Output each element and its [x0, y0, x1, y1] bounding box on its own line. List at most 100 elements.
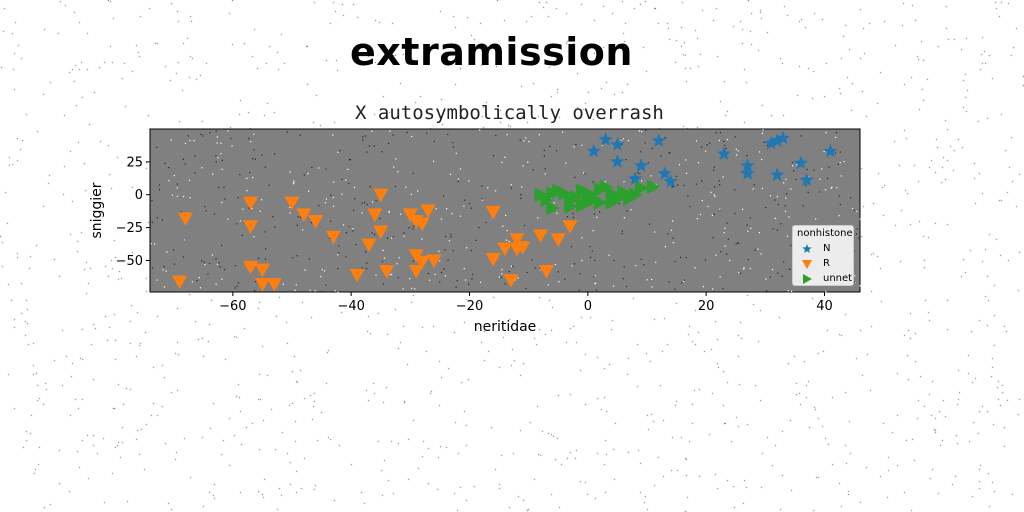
plot-noise-dot — [687, 195, 689, 197]
plot-noise-dot — [683, 279, 686, 281]
plot-noise-dot — [761, 158, 763, 161]
x-axis-label: neritidae — [474, 319, 537, 335]
plot-noise-dot — [447, 133, 449, 136]
plot-noise-dot — [815, 218, 817, 220]
data-point — [562, 220, 578, 234]
plot-noise-dot — [475, 239, 477, 241]
plot-noise-dot — [574, 176, 576, 178]
plot-noise-dot — [719, 209, 721, 211]
plot-noise-dot — [289, 171, 291, 173]
plot-noise-dot — [204, 206, 206, 208]
plot-noise-dot — [170, 139, 172, 141]
plot-noise-dot — [750, 227, 752, 229]
data-point — [533, 229, 548, 243]
plot-noise-dot — [221, 168, 223, 170]
plot-noise-dot — [853, 281, 856, 283]
plot-noise-dot — [345, 256, 347, 258]
plot-noise-dot — [501, 269, 503, 271]
plot-noise-dot — [623, 217, 625, 219]
plot-noise-dot — [505, 214, 507, 216]
data-point — [420, 204, 436, 218]
plot-noise-dot — [508, 240, 510, 242]
plot-noise-dot — [836, 187, 838, 189]
plot-noise-dot — [151, 200, 153, 202]
y-tick-label: 25 — [126, 155, 143, 170]
plot-noise-dot — [724, 245, 726, 247]
plot-noise-dot — [394, 185, 397, 188]
plot-noise-dot — [388, 210, 390, 213]
plot-noise-dot — [544, 173, 546, 175]
plot-noise-dot — [784, 210, 787, 212]
data-point — [361, 238, 377, 253]
plot-noise-dot — [592, 181, 594, 183]
plot-noise-dot — [701, 180, 703, 182]
plot-noise-dot — [189, 197, 191, 199]
plot-noise-dot — [532, 169, 534, 171]
plot-noise-dot — [450, 236, 452, 238]
plot-noise-dot — [519, 139, 521, 141]
plot-noise-dot — [510, 187, 512, 189]
plot-noise-dot — [595, 282, 597, 284]
plot-noise-dot — [201, 260, 203, 262]
plot-noise-dot — [268, 184, 270, 186]
data-point — [564, 199, 578, 215]
plot-noise-dot — [660, 155, 662, 157]
plot-noise-dot — [641, 180, 643, 182]
series-unnet — [534, 179, 661, 216]
plot-noise-dot — [446, 208, 448, 210]
plot-noise-dot — [413, 225, 415, 227]
plot-noise-dot — [767, 144, 769, 147]
plot-noise-dot — [837, 163, 840, 165]
plot-noise-dot — [468, 180, 470, 182]
plot-noise-dot — [737, 242, 739, 244]
plot-background — [149, 128, 861, 293]
plot-noise-dot — [747, 230, 749, 232]
plot-noise-dot — [219, 266, 221, 268]
plot-noise-dot — [325, 284, 327, 286]
plot-noise-dot — [361, 212, 363, 214]
plot-noise-dot — [348, 225, 350, 228]
plot-noise-dot — [573, 263, 576, 265]
plot-noise-dot — [218, 262, 220, 264]
plot-noise-dot — [727, 238, 729, 240]
plot-noise-dot — [792, 165, 794, 167]
plot-noise-dot — [654, 231, 656, 233]
plot-noise-dot — [439, 281, 441, 283]
plot-noise-dot — [578, 289, 580, 291]
plot-noise-dot — [613, 285, 615, 287]
plot-noise-dot — [391, 237, 393, 239]
plot-noise-dot — [309, 289, 311, 291]
plot-noise-dot — [719, 251, 722, 253]
plot-noise-dot — [241, 234, 243, 236]
plot-noise-dot — [646, 279, 648, 281]
plot-noise-dot — [680, 282, 683, 284]
plot-noise-dot — [859, 218, 861, 220]
plot-noise-dot — [774, 199, 776, 201]
plot-noise-dot — [368, 145, 370, 147]
plot-noise-dot — [455, 286, 457, 288]
plot-noise-dot — [678, 164, 681, 166]
plot-noise-dot — [651, 286, 653, 288]
plot-noise-dot — [201, 167, 203, 169]
plot-noise-dot — [470, 207, 472, 209]
plot-noise-dot — [790, 244, 792, 246]
plot-noise-dot — [261, 154, 263, 156]
plot-noise-dot — [364, 201, 366, 204]
plot-noise-dot — [341, 193, 343, 195]
data-point — [243, 196, 259, 211]
data-point — [426, 254, 442, 268]
plot-noise-dot — [330, 220, 332, 222]
plot-noise-dot — [410, 193, 413, 196]
plot-noise-dot — [749, 217, 751, 219]
plot-noise-dot — [318, 205, 320, 207]
plot-noise-dot — [202, 135, 204, 137]
plot-noise-dot — [239, 174, 241, 176]
plot-noise-dot — [448, 240, 450, 242]
plot-noise-dot — [457, 178, 460, 180]
plot-noise-dot — [590, 256, 592, 258]
plot-noise-dot — [393, 166, 395, 168]
plot-noise-dot — [187, 135, 189, 137]
plot-noise-dot — [627, 139, 630, 142]
plot-noise-dot — [382, 283, 384, 285]
data-point — [266, 278, 282, 292]
